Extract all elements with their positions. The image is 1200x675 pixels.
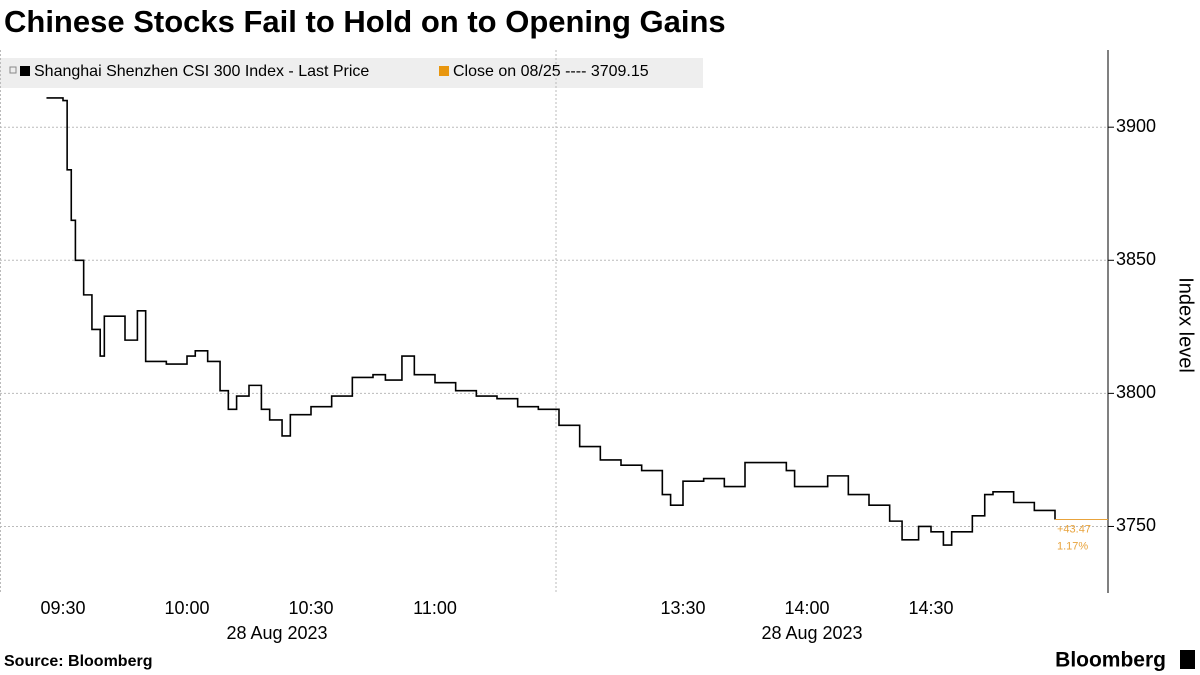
price-line <box>46 97 1056 546</box>
date-label: 28 Aug 2023 <box>226 623 327 643</box>
y-tick-label: 3900 <box>1116 116 1156 136</box>
legend-swatch <box>439 66 449 76</box>
y-axis-label: Index level <box>1175 277 1197 373</box>
source: Source: Bloomberg <box>4 653 152 670</box>
legend-label: Shanghai Shenzhen CSI 300 Index - Last P… <box>34 63 369 80</box>
date-label: 28 Aug 2023 <box>761 623 862 643</box>
legend-swatch <box>20 66 30 76</box>
legend-label: Close on 08/25 ---- 3709.15 <box>453 63 649 80</box>
x-tick-label: 09:30 <box>40 598 85 618</box>
x-tick-label: 11:00 <box>413 598 457 618</box>
legend-box <box>0 58 703 88</box>
y-tick-label: 3800 <box>1116 382 1156 402</box>
annotation: 1.17% <box>1057 540 1088 552</box>
brand-icon <box>1180 650 1195 669</box>
legend-icon <box>9 66 17 74</box>
x-tick-label: 14:00 <box>784 598 829 618</box>
x-tick-label: 14:30 <box>908 598 953 618</box>
y-tick-label: 3750 <box>1116 515 1156 535</box>
annotation: +43.47 <box>1057 523 1091 535</box>
x-tick-label: 10:00 <box>164 598 209 618</box>
y-tick-label: 3850 <box>1116 249 1156 269</box>
x-tick-label: 13:30 <box>660 598 705 618</box>
brand: Bloomberg <box>1055 649 1166 672</box>
x-tick-label: 10:30 <box>288 598 333 618</box>
chart-title: Chinese Stocks Fail to Hold on to Openin… <box>4 4 726 39</box>
